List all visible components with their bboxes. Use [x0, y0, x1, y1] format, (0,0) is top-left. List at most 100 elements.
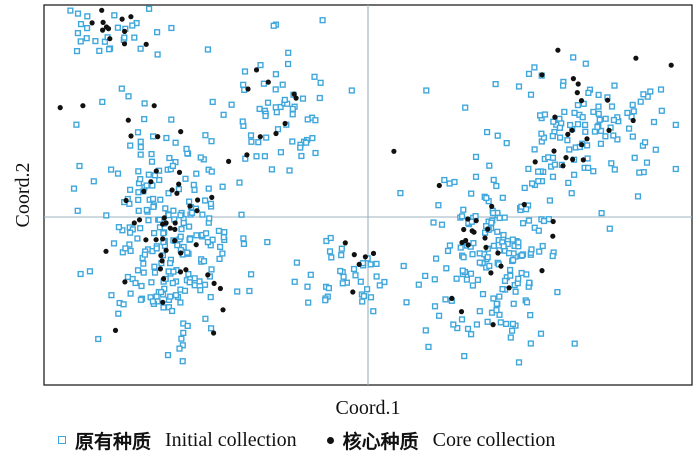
core-point	[193, 242, 199, 248]
core-point	[128, 14, 134, 20]
initial-point	[610, 132, 617, 139]
initial-point	[584, 142, 591, 149]
core-point	[153, 168, 159, 174]
initial-point	[431, 276, 438, 283]
initial-point	[574, 101, 582, 109]
initial-point	[556, 124, 564, 131]
core-point	[183, 267, 189, 273]
initial-point	[470, 239, 477, 247]
initial-point	[631, 154, 638, 161]
initial-point	[590, 108, 597, 116]
initial-point	[497, 319, 504, 326]
initial-point	[182, 175, 189, 182]
initial-point	[433, 255, 440, 262]
initial-point	[316, 94, 323, 102]
core-point	[539, 72, 545, 78]
core-point	[122, 279, 128, 285]
initial-point	[602, 115, 609, 122]
initial-point	[484, 254, 491, 261]
initial-point	[122, 245, 129, 252]
initial-point	[77, 38, 84, 45]
core-point	[605, 97, 611, 103]
initial-point	[468, 190, 475, 197]
initial-point	[150, 203, 157, 211]
core-point	[449, 295, 455, 301]
initial-point	[124, 273, 132, 281]
initial-point	[442, 296, 449, 303]
core-point	[465, 242, 471, 248]
initial-point	[454, 325, 461, 332]
initial-point	[201, 281, 209, 288]
initial-point	[126, 241, 133, 248]
initial-point	[253, 153, 260, 160]
initial-point	[264, 238, 271, 246]
initial-point	[526, 279, 533, 286]
initial-point	[554, 289, 561, 296]
initial-point	[565, 179, 572, 187]
core-point	[578, 98, 585, 104]
core-point	[469, 228, 475, 234]
initial-point	[337, 267, 344, 275]
initial-point	[184, 249, 191, 256]
initial-point	[92, 38, 99, 45]
initial-point	[240, 235, 247, 242]
initial-point	[567, 121, 574, 129]
initial-point	[76, 162, 83, 170]
initial-point	[151, 263, 158, 270]
initial-point	[221, 228, 228, 236]
core-point	[148, 179, 154, 185]
core-point	[356, 261, 362, 267]
initial-point	[228, 101, 235, 108]
initial-point	[582, 60, 589, 67]
initial-point	[373, 260, 380, 268]
core-point	[57, 105, 63, 111]
initial-point	[486, 162, 493, 169]
core-point	[458, 309, 465, 315]
initial-point	[509, 327, 516, 334]
core-point	[551, 148, 557, 154]
initial-point	[209, 98, 216, 106]
initial-point	[507, 272, 514, 279]
initial-point	[135, 168, 142, 175]
initial-point	[67, 7, 74, 14]
initial-point	[304, 116, 311, 123]
initial-point	[672, 165, 679, 173]
initial-point	[523, 206, 530, 213]
initial-point	[507, 266, 514, 274]
core-point	[550, 233, 556, 239]
initial-point	[525, 165, 532, 173]
initial-point	[262, 112, 269, 120]
initial-point	[197, 154, 204, 161]
core-point	[282, 120, 288, 127]
initial-point	[571, 171, 578, 178]
initial-point	[512, 288, 519, 295]
initial-point	[150, 229, 158, 237]
initial-point	[422, 272, 429, 280]
initial-point	[248, 138, 255, 145]
initial-point	[163, 134, 170, 142]
core-point	[550, 218, 556, 225]
initial-point	[132, 279, 139, 287]
initial-point	[108, 292, 115, 299]
initial-point	[105, 46, 113, 53]
initial-point	[177, 233, 184, 240]
initial-point	[415, 281, 422, 288]
initial-point	[137, 225, 144, 232]
initial-point	[441, 176, 448, 184]
initial-point	[77, 270, 84, 278]
initial-point	[584, 155, 591, 162]
initial-point	[585, 89, 592, 97]
initial-point	[166, 154, 173, 162]
initial-point	[479, 291, 487, 298]
initial-point	[446, 180, 453, 187]
initial-point	[299, 95, 307, 102]
initial-point	[157, 196, 164, 203]
initial-point	[205, 185, 212, 192]
core-point	[539, 268, 545, 274]
initial-point	[348, 87, 355, 94]
initial-point	[200, 258, 208, 265]
initial-point	[169, 162, 177, 170]
initial-point	[157, 289, 165, 296]
initial-point	[450, 321, 457, 328]
initial-point	[185, 223, 193, 230]
